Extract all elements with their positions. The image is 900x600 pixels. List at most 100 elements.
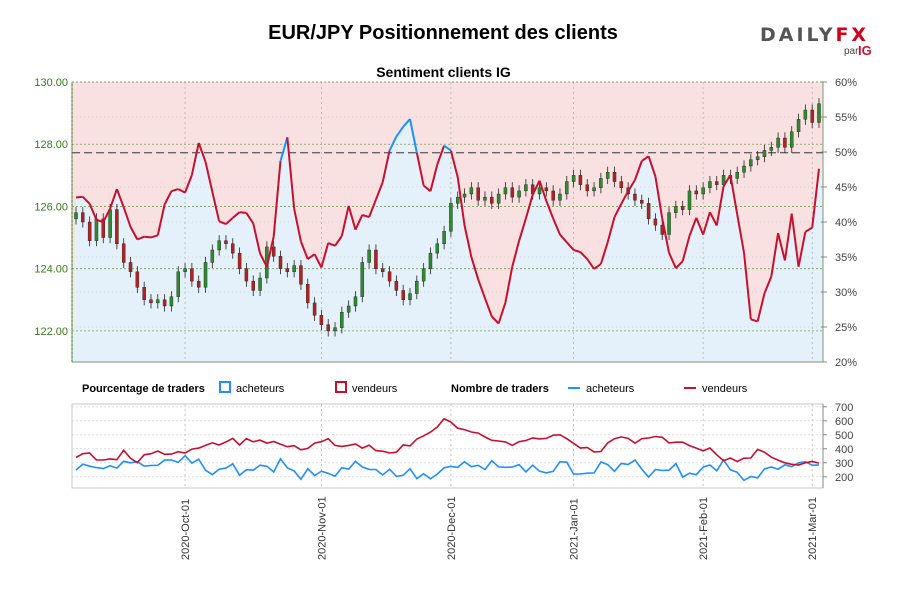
- candle-body: [340, 312, 344, 328]
- sentiment-segment: [511, 240, 521, 268]
- sentiment-segment: [722, 174, 732, 187]
- sentiment-segment: [545, 200, 555, 219]
- candle-body: [224, 240, 228, 244]
- pct-tick-label: 25%: [835, 322, 857, 334]
- candle-body: [231, 243, 235, 254]
- candle-body: [633, 193, 637, 201]
- sentiment-segment: [736, 214, 746, 253]
- candle-body: [271, 246, 276, 257]
- candle-body: [715, 181, 719, 185]
- sentiment-segment: [599, 242, 609, 265]
- sentiment-segment: [402, 118, 411, 128]
- price-tick-label: 124.00: [34, 264, 68, 276]
- legend-pct-buyers-swatch: [219, 381, 231, 393]
- sentiment-segment: [327, 242, 336, 247]
- sentiment-segment: [347, 205, 357, 230]
- count-tick-label: 600: [835, 416, 853, 428]
- candle-body: [101, 218, 106, 238]
- sentiment-segment: [211, 191, 221, 222]
- candle-body: [510, 187, 514, 198]
- candle-body: [442, 231, 446, 244]
- sentiment-segment: [144, 235, 152, 239]
- candle-body: [680, 206, 685, 210]
- candle-body: [237, 252, 242, 269]
- sentiment-segment: [641, 155, 650, 162]
- sentiment-segment: [395, 126, 405, 138]
- sentiment-segment: [559, 233, 568, 243]
- candle-body: [551, 190, 555, 201]
- sentiment-segment: [681, 235, 691, 262]
- candle-body: [87, 221, 92, 241]
- sentiment-segment: [381, 150, 391, 183]
- count-frame: [71, 403, 824, 489]
- candle-body: [640, 200, 644, 204]
- sentiment-segment: [190, 142, 200, 176]
- sentiment-segment: [388, 136, 398, 152]
- candle-body: [408, 293, 412, 300]
- candle-body: [646, 203, 651, 220]
- sentiment-segment: [409, 118, 418, 153]
- sentiment-segment: [184, 174, 193, 193]
- candle-body: [299, 265, 303, 285]
- sentiment-segment: [456, 177, 466, 226]
- sentiment-segment: [463, 225, 473, 258]
- candle-body: [571, 175, 576, 182]
- sentiment-segment: [579, 251, 588, 260]
- sentiment-segment: [770, 233, 780, 277]
- candle-body: [190, 268, 194, 282]
- sentiment-segment: [115, 188, 125, 208]
- x-tick-label: 2021-Jan-01: [569, 498, 581, 560]
- candle-body: [149, 299, 153, 304]
- x-tick-label: 2020-Dec-01: [446, 496, 458, 560]
- sentiment-segment: [259, 253, 268, 268]
- pct-tick-label: 20%: [835, 357, 857, 369]
- sentiment-segment: [443, 144, 452, 152]
- candle-body: [428, 252, 433, 269]
- sentiment-segment: [88, 203, 98, 221]
- sentiment-segment: [586, 258, 595, 270]
- sentiment-segment: [232, 211, 241, 219]
- sentiment-segment: [661, 218, 671, 253]
- sentiment-segment: [470, 256, 480, 280]
- candle-body: [360, 262, 365, 297]
- logo-brand: DAILYFX: [760, 24, 870, 46]
- sentiment-segment: [82, 196, 91, 205]
- candle-body: [258, 277, 262, 291]
- sentiment-segment: [340, 205, 350, 237]
- sentiment-segment: [709, 211, 718, 226]
- candle-body: [803, 109, 808, 120]
- candle-body: [503, 187, 508, 195]
- sentiment-segment: [566, 241, 575, 251]
- sentiment-segment: [702, 211, 711, 235]
- sentiment-segment: [429, 164, 439, 192]
- sentiment-segment: [777, 232, 786, 261]
- candle-body: [755, 156, 760, 160]
- pct-tick-label: 45%: [835, 182, 857, 194]
- x-tick-label: 2020-Nov-01: [316, 496, 328, 560]
- candle-body: [558, 193, 562, 201]
- candle-body: [415, 280, 419, 294]
- price-tick-label: 130.00: [34, 77, 68, 89]
- sentiment-segment: [449, 150, 459, 178]
- candle-body: [694, 190, 699, 195]
- sentiment-segment: [171, 188, 179, 193]
- sentiment-segment: [177, 188, 186, 194]
- candle-body: [605, 172, 610, 179]
- sentiment-segment: [743, 252, 752, 320]
- sentiment-segment: [225, 217, 234, 225]
- pct-tick-label: 35%: [835, 252, 857, 264]
- candle-body: [796, 119, 801, 132]
- sentiment-segment: [695, 217, 705, 235]
- candle-body: [599, 178, 603, 188]
- legend-pct-sellers-swatch: [335, 381, 347, 393]
- sentiment-segment: [293, 208, 302, 242]
- candle-body: [285, 268, 290, 272]
- candle-body: [94, 218, 99, 241]
- sentiment-segment: [593, 263, 602, 270]
- sentiment-segment: [109, 188, 118, 210]
- count-buyers-line: [75, 454, 820, 482]
- candle-body: [196, 280, 201, 288]
- count-tick-label: 200: [835, 472, 853, 484]
- sentiment-segment: [102, 208, 111, 223]
